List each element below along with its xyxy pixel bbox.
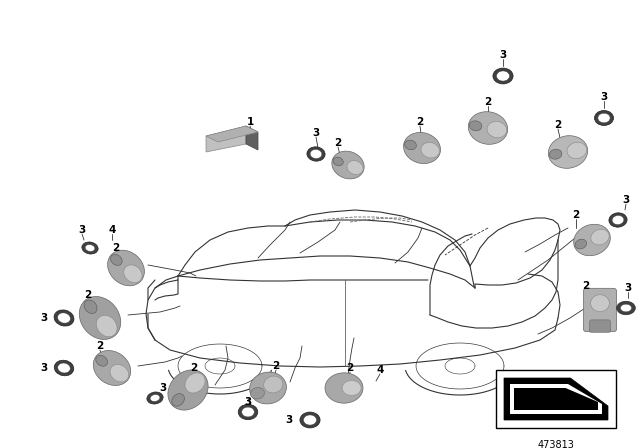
Ellipse shape: [96, 355, 108, 366]
Ellipse shape: [609, 213, 627, 227]
Ellipse shape: [325, 373, 363, 403]
Ellipse shape: [108, 250, 145, 286]
Text: 2: 2: [84, 290, 92, 300]
Text: 1: 1: [246, 117, 253, 127]
Ellipse shape: [300, 412, 320, 428]
Ellipse shape: [54, 360, 74, 376]
Ellipse shape: [549, 149, 562, 159]
Ellipse shape: [617, 301, 636, 315]
Ellipse shape: [403, 133, 440, 164]
Ellipse shape: [598, 113, 610, 123]
Ellipse shape: [497, 71, 509, 81]
Text: 3: 3: [499, 50, 507, 60]
Text: 3: 3: [40, 313, 47, 323]
Ellipse shape: [168, 370, 208, 410]
Polygon shape: [206, 126, 246, 152]
Ellipse shape: [111, 254, 122, 266]
Ellipse shape: [310, 150, 322, 159]
Text: 2: 2: [582, 281, 589, 291]
Text: 2: 2: [346, 363, 354, 373]
Ellipse shape: [238, 404, 258, 420]
Text: 3: 3: [625, 283, 632, 293]
Text: 3: 3: [78, 225, 86, 235]
Text: 473813: 473813: [538, 440, 575, 448]
Ellipse shape: [58, 313, 70, 323]
Ellipse shape: [54, 310, 74, 326]
Text: 2: 2: [484, 97, 492, 107]
Text: 3: 3: [159, 383, 166, 393]
Ellipse shape: [575, 239, 587, 249]
Text: 3: 3: [312, 128, 319, 138]
Ellipse shape: [242, 407, 254, 417]
Polygon shape: [510, 384, 602, 414]
Text: 2: 2: [273, 361, 280, 371]
Text: 3: 3: [244, 397, 252, 407]
Ellipse shape: [185, 373, 205, 393]
Ellipse shape: [567, 142, 587, 159]
Ellipse shape: [620, 304, 632, 312]
Ellipse shape: [591, 229, 609, 245]
Ellipse shape: [548, 136, 588, 168]
Ellipse shape: [469, 121, 482, 131]
Ellipse shape: [82, 242, 98, 254]
Ellipse shape: [332, 151, 364, 179]
Ellipse shape: [124, 265, 142, 283]
Ellipse shape: [150, 395, 160, 401]
Ellipse shape: [307, 147, 325, 161]
Text: 2: 2: [572, 210, 580, 220]
Text: 4: 4: [108, 225, 116, 235]
Text: 3: 3: [40, 363, 47, 373]
Ellipse shape: [347, 161, 363, 175]
Ellipse shape: [58, 363, 70, 373]
Ellipse shape: [342, 380, 361, 396]
Ellipse shape: [303, 415, 317, 425]
Ellipse shape: [573, 224, 611, 256]
Ellipse shape: [172, 394, 184, 406]
Ellipse shape: [250, 372, 287, 404]
Text: 2: 2: [334, 138, 342, 148]
Polygon shape: [504, 378, 608, 420]
Ellipse shape: [97, 315, 117, 337]
FancyBboxPatch shape: [584, 289, 616, 332]
Text: 3: 3: [285, 415, 292, 425]
Ellipse shape: [591, 295, 609, 312]
Ellipse shape: [468, 112, 508, 144]
Text: 2: 2: [97, 341, 104, 351]
Text: 2: 2: [417, 117, 424, 127]
Polygon shape: [206, 126, 258, 142]
Bar: [496, 370, 616, 428]
Text: 2: 2: [190, 363, 198, 373]
Ellipse shape: [147, 392, 163, 404]
Ellipse shape: [493, 68, 513, 84]
Ellipse shape: [84, 300, 97, 314]
Ellipse shape: [250, 388, 264, 399]
Ellipse shape: [404, 140, 417, 150]
Text: 4: 4: [376, 365, 384, 375]
Ellipse shape: [264, 376, 283, 393]
Text: 2: 2: [554, 120, 562, 130]
Polygon shape: [514, 388, 598, 410]
Ellipse shape: [333, 157, 343, 166]
Text: 2: 2: [113, 243, 120, 253]
Text: 3: 3: [600, 92, 607, 102]
Ellipse shape: [487, 121, 507, 138]
FancyBboxPatch shape: [589, 320, 611, 332]
Polygon shape: [246, 126, 258, 150]
Ellipse shape: [85, 245, 95, 251]
Ellipse shape: [421, 142, 440, 158]
Ellipse shape: [595, 111, 614, 125]
Text: 3: 3: [622, 195, 630, 205]
Ellipse shape: [612, 215, 624, 224]
Ellipse shape: [93, 350, 131, 385]
Ellipse shape: [110, 364, 129, 382]
Ellipse shape: [79, 297, 121, 340]
